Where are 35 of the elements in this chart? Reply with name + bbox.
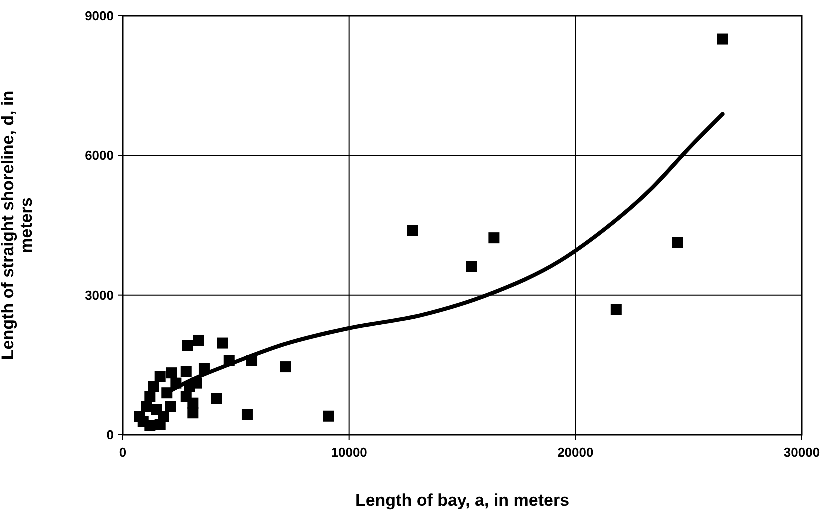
y-tick-label: 3000	[85, 288, 114, 303]
point	[246, 355, 258, 366]
point	[165, 401, 176, 412]
point	[242, 409, 253, 420]
point	[148, 381, 160, 392]
point	[488, 232, 500, 244]
point	[466, 261, 478, 272]
x-tick-label: 20000	[558, 445, 594, 460]
y-tick-label: 0	[106, 428, 114, 443]
point	[198, 363, 210, 374]
point	[180, 391, 192, 402]
x-tick-label: 10000	[331, 445, 368, 460]
y-axis-title: Length of straight shoreline, d, in meters	[0, 90, 36, 360]
point	[170, 378, 182, 389]
point	[193, 334, 204, 346]
point	[610, 304, 622, 316]
point	[211, 393, 222, 404]
point	[407, 225, 418, 236]
point	[166, 368, 178, 379]
y-tick-label: 9000	[85, 8, 114, 24]
x-axis-title: Length of bay, a, in meters	[355, 491, 570, 510]
point	[672, 237, 684, 248]
point	[154, 371, 166, 382]
x-tick-label: 0	[119, 445, 127, 460]
point	[180, 366, 192, 378]
point	[280, 362, 292, 373]
point	[717, 34, 728, 45]
point	[182, 340, 194, 352]
y-tick-label: 6000	[85, 148, 114, 164]
x-tick-label: 30000	[784, 445, 820, 460]
point	[191, 378, 202, 389]
point	[224, 355, 235, 366]
point	[323, 410, 334, 422]
point	[217, 338, 228, 349]
point	[162, 388, 173, 399]
